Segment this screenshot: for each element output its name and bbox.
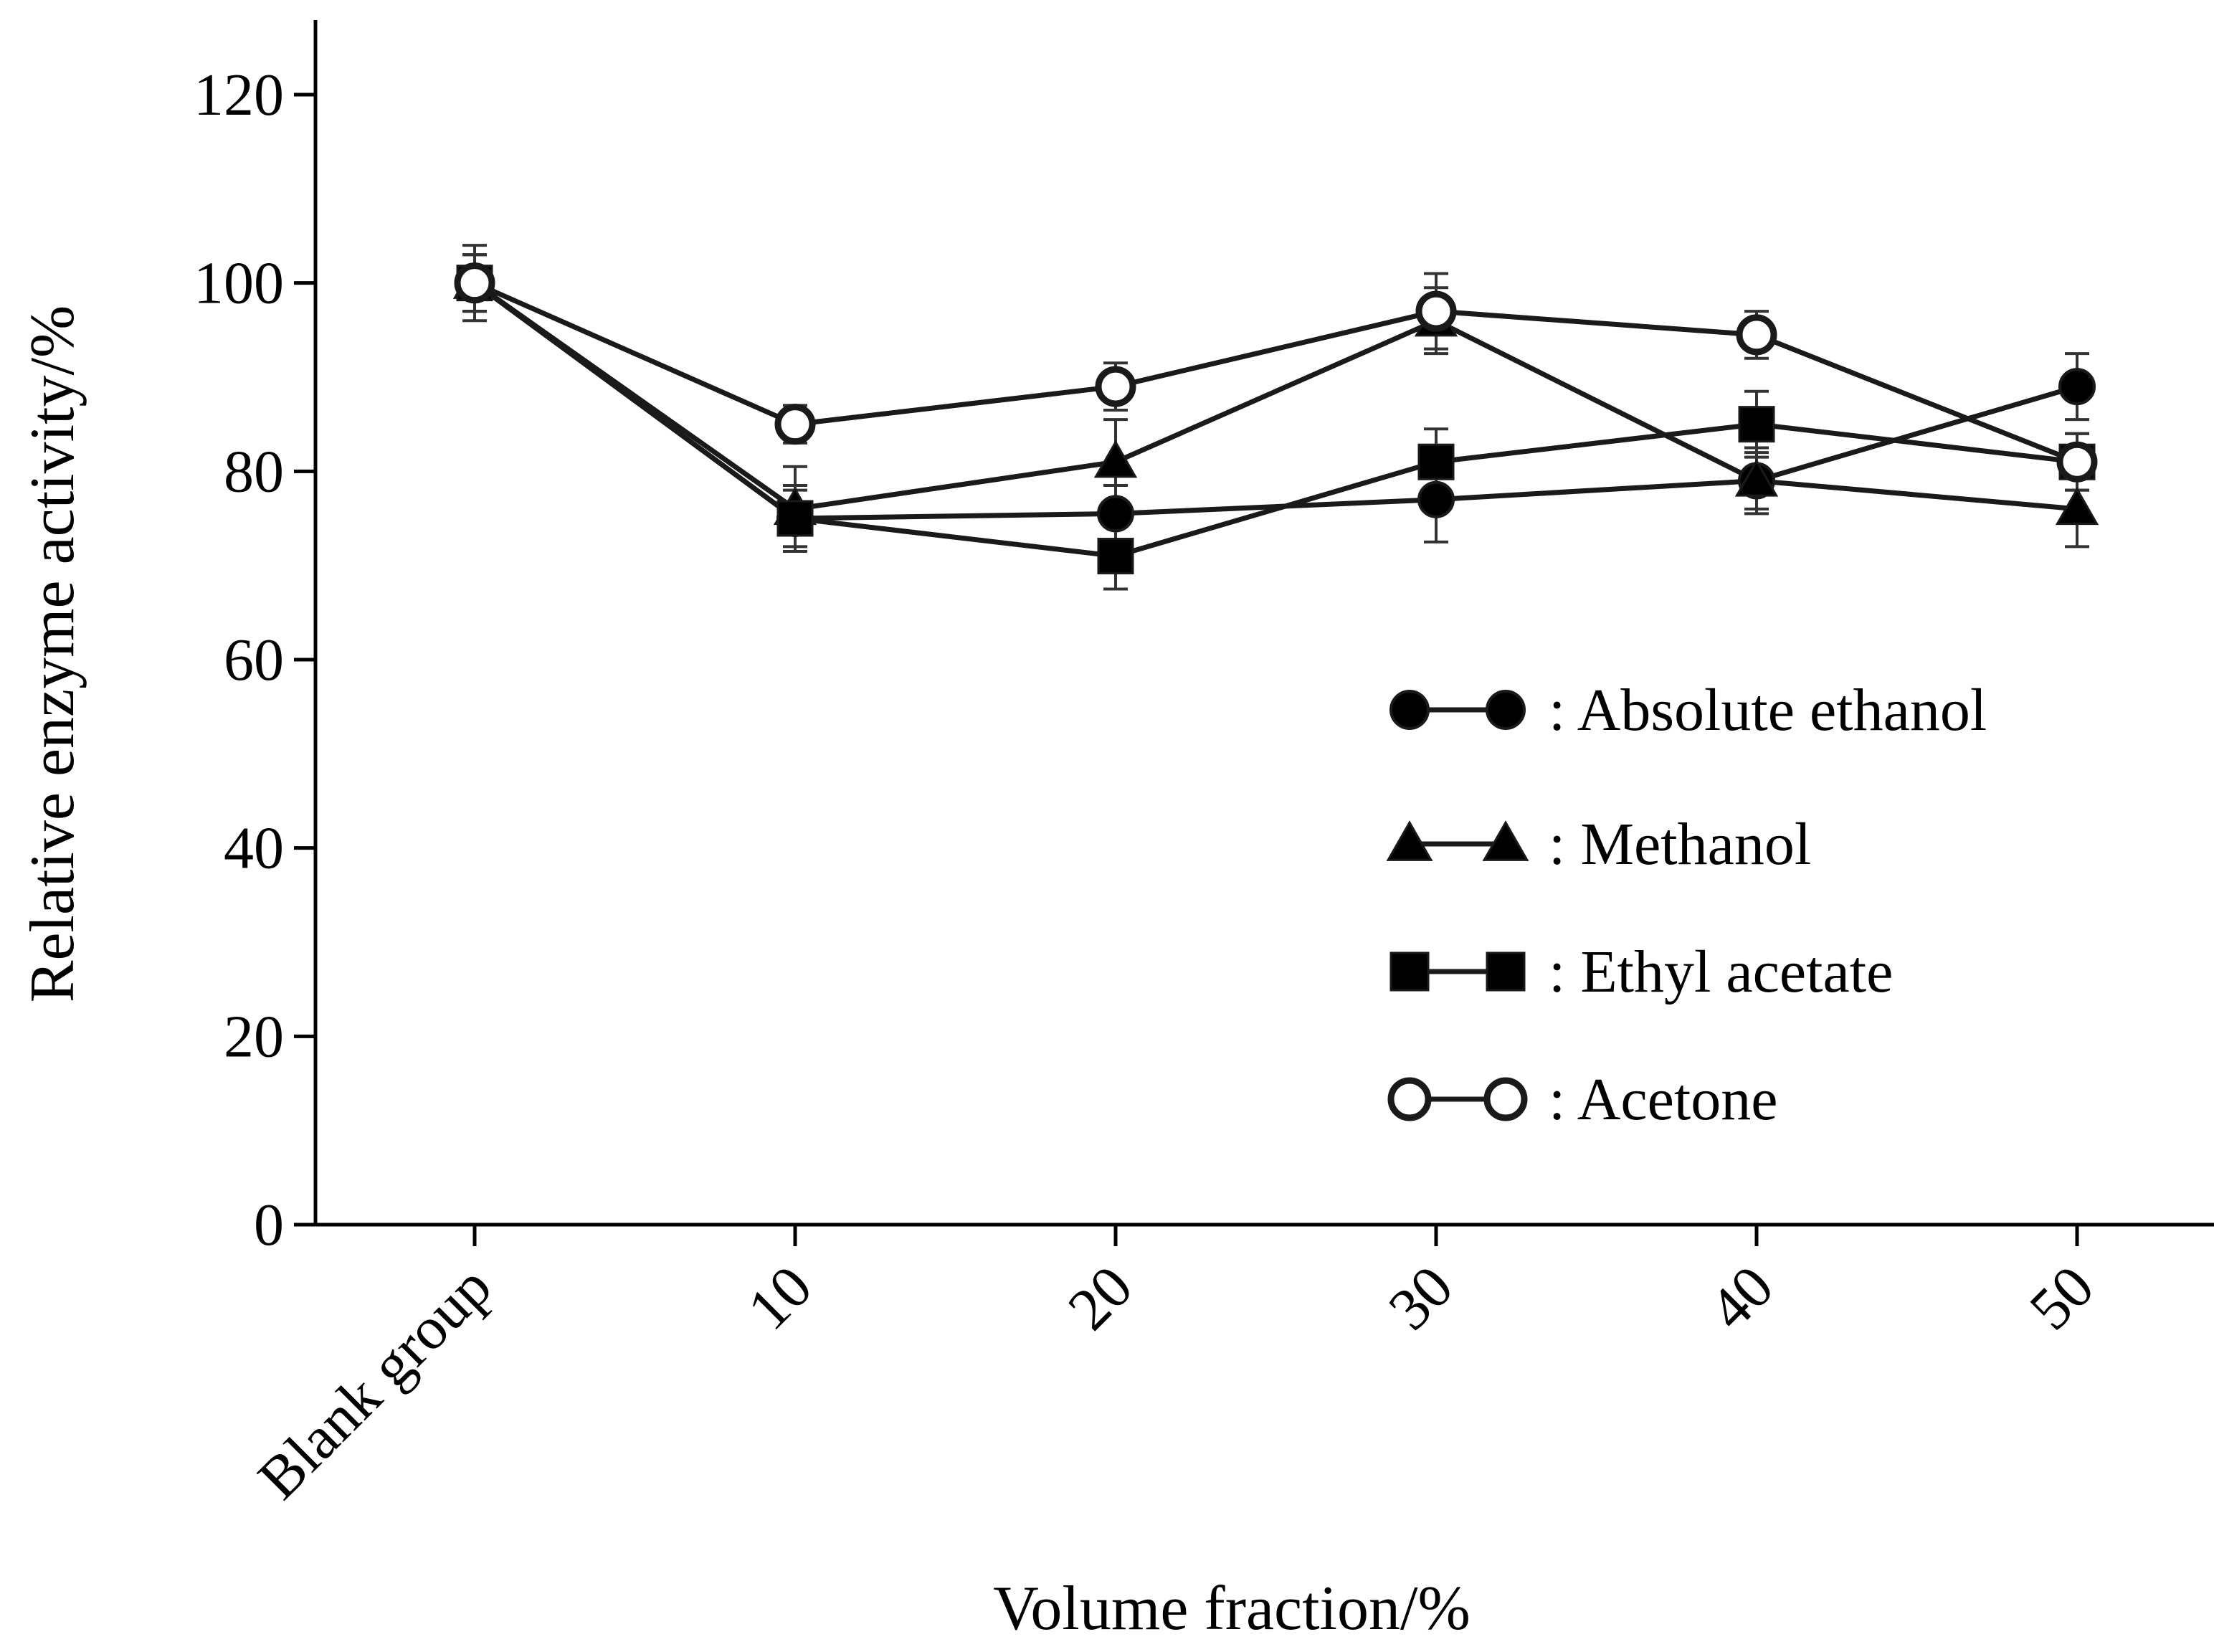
series-line xyxy=(473,280,2078,465)
legend-item: : Absolute ethanol xyxy=(1389,677,1987,744)
legend-marker xyxy=(1482,820,1529,861)
legend-label: : Absolute ethanol xyxy=(1549,677,1987,744)
data-point xyxy=(776,500,814,537)
x-tick-label: 40 xyxy=(1696,1253,1786,1343)
x-tick-label: 20 xyxy=(1055,1253,1145,1343)
data-point xyxy=(2058,368,2096,406)
series-absolute-ethanol xyxy=(462,253,2089,549)
x-tick-label: 50 xyxy=(2017,1253,2106,1343)
y-tick-label: 120 xyxy=(194,62,284,128)
legend-marker xyxy=(1486,951,1526,992)
y-tick-label: 0 xyxy=(254,1192,284,1258)
y-tick-label: 60 xyxy=(224,627,284,693)
data-point xyxy=(2056,441,2098,483)
legend-marker xyxy=(1389,951,1430,992)
data-point xyxy=(1095,366,1136,407)
legend-label: : Methanol xyxy=(1549,811,1811,878)
legend-marker xyxy=(1386,820,1433,861)
data-point xyxy=(1417,480,1455,518)
x-tick-label: 30 xyxy=(1376,1253,1465,1343)
legend-label: : Ethyl acetate xyxy=(1549,939,1893,1005)
data-point xyxy=(1738,406,1775,443)
x-tick-label: Blank group xyxy=(245,1253,504,1512)
data-point xyxy=(1415,290,1457,332)
data-point xyxy=(2055,487,2099,526)
legend-marker xyxy=(1483,1077,1528,1121)
data-point xyxy=(1417,443,1455,480)
y-tick-label: 20 xyxy=(224,1003,284,1070)
legend-item: : Methanol xyxy=(1386,811,1811,878)
x-axis-title: Volume fraction/% xyxy=(993,1574,1471,1643)
legend: : Absolute ethanol : Methanol : Ethyl acet… xyxy=(1386,677,1987,1133)
markers-acetone xyxy=(454,262,2098,483)
legend-item: : Acetone xyxy=(1387,1066,1778,1133)
y-tick-label: 40 xyxy=(224,815,284,882)
legend-marker xyxy=(1486,690,1526,730)
x-tick-label: 10 xyxy=(735,1253,825,1343)
series-layer xyxy=(452,244,2099,591)
series-ethyl-acetate xyxy=(462,253,2089,591)
markers-ethyl-acetate xyxy=(456,265,2096,575)
data-point xyxy=(774,404,816,445)
series-line xyxy=(472,280,2078,559)
y-axis-title: Relative enzyme activity/% xyxy=(18,305,87,1003)
legend-marker xyxy=(1387,1077,1432,1121)
y-tick-label: 100 xyxy=(194,250,284,317)
legend-label: : Acetone xyxy=(1549,1066,1778,1133)
data-point xyxy=(1734,458,1779,497)
data-point xyxy=(454,262,495,304)
legend-marker xyxy=(1389,690,1430,730)
legend-item: : Ethyl acetate xyxy=(1389,939,1893,1005)
data-point xyxy=(1093,440,1138,478)
axes: 0 20 40 60 80 100 120 Blank group 10 20 30 40 50 xyxy=(194,20,2214,1512)
y-tick-label: 80 xyxy=(224,438,284,505)
data-point xyxy=(1097,495,1134,533)
series-line xyxy=(472,280,2078,521)
markers-absolute-ethanol xyxy=(456,264,2096,537)
series-line xyxy=(472,280,2078,512)
data-point xyxy=(1736,314,1777,356)
data-point xyxy=(1097,538,1134,575)
